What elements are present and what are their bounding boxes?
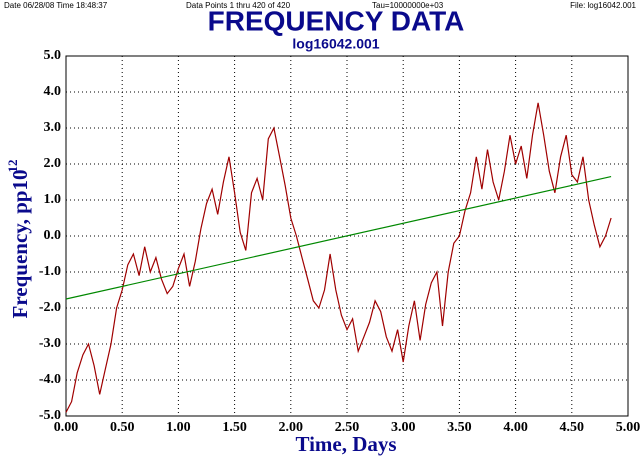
y-tick-label: 4.0 bbox=[44, 84, 62, 99]
x-axis-label: Time, Days bbox=[295, 432, 396, 456]
x-tick-label: 1.50 bbox=[222, 420, 247, 435]
x-tick-label: 4.50 bbox=[560, 420, 585, 435]
x-tick-label: 0.00 bbox=[54, 420, 79, 435]
y-tick-label: -3.0 bbox=[39, 336, 61, 351]
y-tick-label: 1.0 bbox=[44, 192, 62, 207]
header-file: File: log16042.001 bbox=[570, 1, 636, 10]
x-tick-label: 2.50 bbox=[335, 420, 360, 435]
x-tick-label: 0.50 bbox=[110, 420, 135, 435]
y-tick-label: 2.0 bbox=[44, 156, 62, 171]
y-axis-label: Frequency, pp10 bbox=[8, 170, 32, 319]
chart-subtitle: log16042.001 bbox=[292, 36, 379, 52]
plot-frame bbox=[65, 55, 629, 417]
y-tick-label: -4.0 bbox=[39, 372, 61, 387]
y-tick-label: -5.0 bbox=[39, 408, 61, 423]
y-tick-label: -1.0 bbox=[39, 264, 61, 279]
fit-line bbox=[65, 176, 612, 300]
chart-title: FREQUENCY DATA bbox=[208, 5, 465, 36]
x-tick-label: 3.00 bbox=[391, 420, 416, 435]
x-tick-label: 4.00 bbox=[503, 420, 528, 435]
data-line bbox=[65, 102, 612, 413]
header-points: Data Points 1 thru 420 of 420 bbox=[186, 1, 291, 10]
y-axis-label-group: Frequency, pp10 12 bbox=[5, 160, 32, 319]
y-tick-label: 3.0 bbox=[44, 120, 62, 135]
y-axis-label-exponent: 12 bbox=[5, 160, 20, 173]
x-tick-label: 1.00 bbox=[166, 420, 191, 435]
x-tick-label: 2.00 bbox=[279, 420, 304, 435]
header-tau: Tau=10000000e+03 bbox=[372, 1, 444, 10]
header-date: Date 06/28/08 Time 18:48:37 bbox=[4, 1, 108, 10]
y-tick-label: 5.0 bbox=[44, 48, 62, 63]
x-tick-label: 3.50 bbox=[447, 420, 472, 435]
y-tick-label: 0.0 bbox=[44, 228, 62, 243]
x-tick-label: 5.00 bbox=[616, 420, 640, 435]
y-tick-label: -2.0 bbox=[39, 300, 61, 315]
